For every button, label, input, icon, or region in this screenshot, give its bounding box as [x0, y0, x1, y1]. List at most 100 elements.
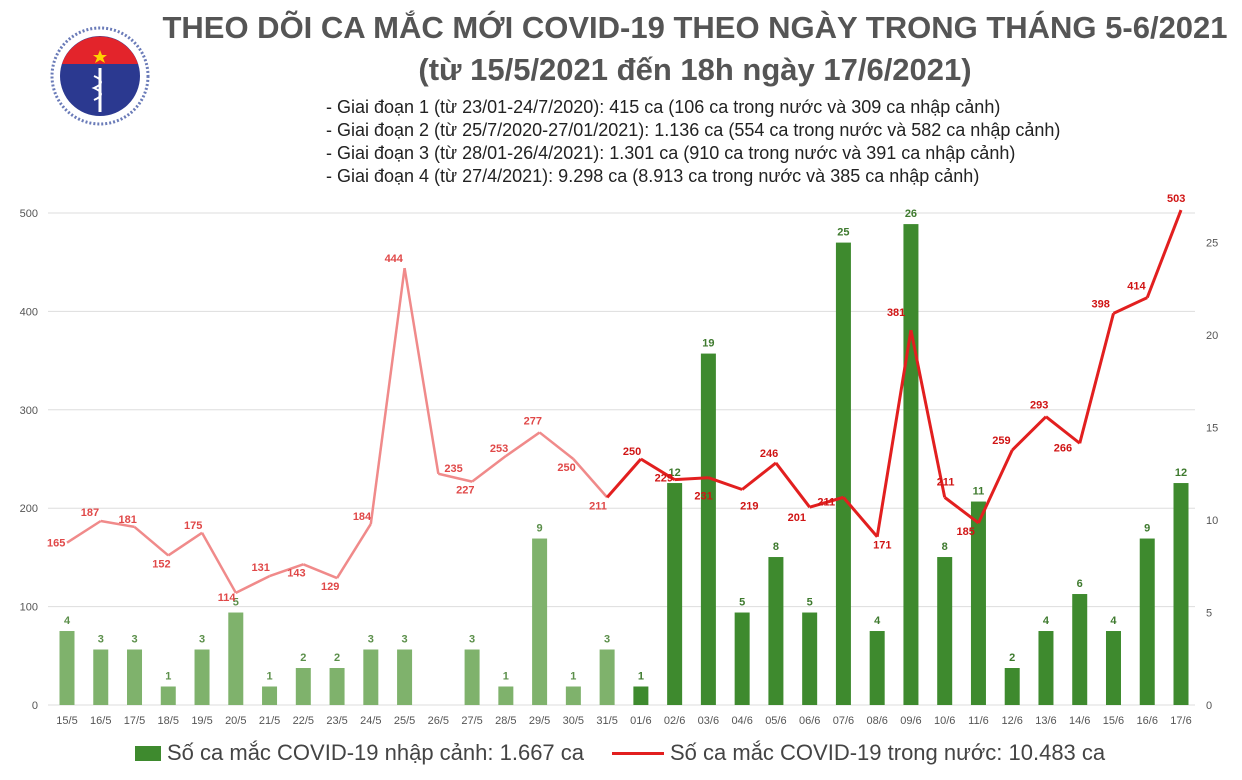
bar-data-label: 8: [942, 541, 948, 553]
x-tick-label: 07/6: [833, 715, 854, 727]
left-tick-label: 300: [20, 405, 38, 417]
line-data-label: 253: [490, 443, 508, 455]
left-tick-label: 500: [20, 208, 38, 220]
right-tick-label: 0: [1206, 700, 1212, 712]
x-tick-label: 22/5: [293, 715, 314, 727]
line-data-label: 235: [444, 463, 462, 475]
x-tick-label: 31/5: [596, 715, 617, 727]
line-segment: [674, 476, 709, 482]
line-segment: [200, 532, 237, 594]
line-data-label: 143: [287, 567, 305, 579]
line-segment: [943, 496, 980, 525]
bar: [295, 668, 311, 705]
x-tick-label: 15/5: [56, 715, 77, 727]
chart-title: THEO DÕI CA MẮC MỚI COVID-19 THEO NGÀY T…: [162, 10, 1228, 45]
x-tick-label: 27/5: [461, 715, 482, 727]
bar-data-label: 3: [469, 634, 475, 646]
bar: [127, 649, 143, 705]
bar: [835, 242, 851, 705]
bar: [1004, 668, 1020, 705]
line-segment: [605, 458, 643, 499]
bar-data-label: 1: [570, 671, 576, 683]
bar-data-label: 1: [638, 671, 644, 683]
x-tick-label: 20/5: [225, 715, 246, 727]
line-data-label: 211: [937, 476, 955, 488]
legend-domestic: Số ca mắc COVID-19 trong nước: 10.483 ca: [612, 740, 1105, 766]
x-tick-label: 17/5: [124, 715, 145, 727]
bar: [464, 649, 480, 705]
bar: [903, 224, 919, 705]
bar: [565, 686, 581, 705]
line-segment: [167, 531, 203, 557]
bar: [160, 686, 176, 705]
bar-data-label: 3: [131, 634, 137, 646]
bar: [532, 538, 548, 705]
line-data-label: 229: [655, 473, 673, 485]
bar-data-label: 26: [905, 208, 917, 220]
x-tick-label: 13/6: [1035, 715, 1056, 727]
right-tick-label: 5: [1206, 608, 1212, 620]
line-segment: [842, 496, 879, 538]
x-tick-label: 03/6: [698, 715, 719, 727]
bar-data-label: 12: [1175, 467, 1187, 479]
bar-data-label: 3: [604, 634, 610, 646]
line-segment: [875, 329, 913, 537]
bar: [937, 557, 953, 705]
line-segment: [403, 267, 440, 474]
line-segment: [505, 431, 541, 458]
line-segment: [1045, 415, 1081, 445]
bar: [667, 483, 683, 705]
x-tick-label: 12/6: [1002, 715, 1023, 727]
bar-data-label: 2: [300, 652, 306, 664]
line-data-label: 152: [152, 558, 170, 570]
x-tick-label: 24/5: [360, 715, 381, 727]
left-tick-label: 0: [32, 700, 38, 712]
bar-data-label: 8: [773, 541, 779, 553]
x-tick-label: 16/6: [1137, 715, 1158, 727]
line-data-label: 187: [81, 507, 99, 519]
bar: [1173, 483, 1189, 705]
line-segment: [369, 267, 406, 525]
line-segment: [1112, 296, 1148, 315]
bar: [363, 649, 379, 705]
bar-data-label: 5: [807, 597, 813, 609]
line-data-label: 398: [1091, 298, 1109, 310]
x-tick-label: 15/6: [1103, 715, 1124, 727]
line-data-label: 227: [456, 485, 474, 497]
bar-data-label: 11: [973, 486, 985, 498]
x-tick-label: 25/5: [394, 715, 415, 727]
bar: [734, 612, 750, 705]
line-data-label: 201: [788, 512, 806, 524]
bar: [1105, 631, 1121, 705]
bar-data-label: 9: [537, 523, 543, 535]
line-segment: [572, 458, 609, 499]
x-tick-label: 21/5: [259, 715, 280, 727]
bar-data-label: 19: [702, 338, 714, 350]
bar-data-label: 4: [64, 615, 71, 627]
bar: [93, 649, 109, 705]
x-tick-label: 04/6: [731, 715, 752, 727]
line-segment: [977, 449, 1014, 524]
bar: [1072, 594, 1088, 705]
line-segment: [235, 574, 271, 594]
bar: [768, 557, 784, 705]
right-tick-label: 10: [1206, 515, 1218, 527]
line-data-label: 219: [740, 501, 758, 513]
line-data-label: 503: [1167, 193, 1185, 205]
bar-data-label: 1: [165, 671, 171, 683]
right-tick-label: 25: [1206, 238, 1218, 250]
right-tick-label: 15: [1206, 423, 1218, 435]
x-tick-label: 28/5: [495, 715, 516, 727]
line-segment: [1145, 209, 1183, 299]
line-data-label: 211: [817, 496, 835, 508]
line-data-label: 129: [321, 581, 339, 593]
bar-data-label: 4: [1043, 615, 1050, 627]
bar: [262, 686, 278, 705]
note-phase-2: - Giai đoạn 2 (từ 25/7/2020-27/01/2021):…: [326, 120, 1061, 140]
bar: [498, 686, 514, 705]
bar: [59, 631, 75, 705]
line-data-label: 293: [1030, 400, 1048, 412]
bar: [802, 612, 818, 705]
line-segment: [133, 525, 170, 557]
